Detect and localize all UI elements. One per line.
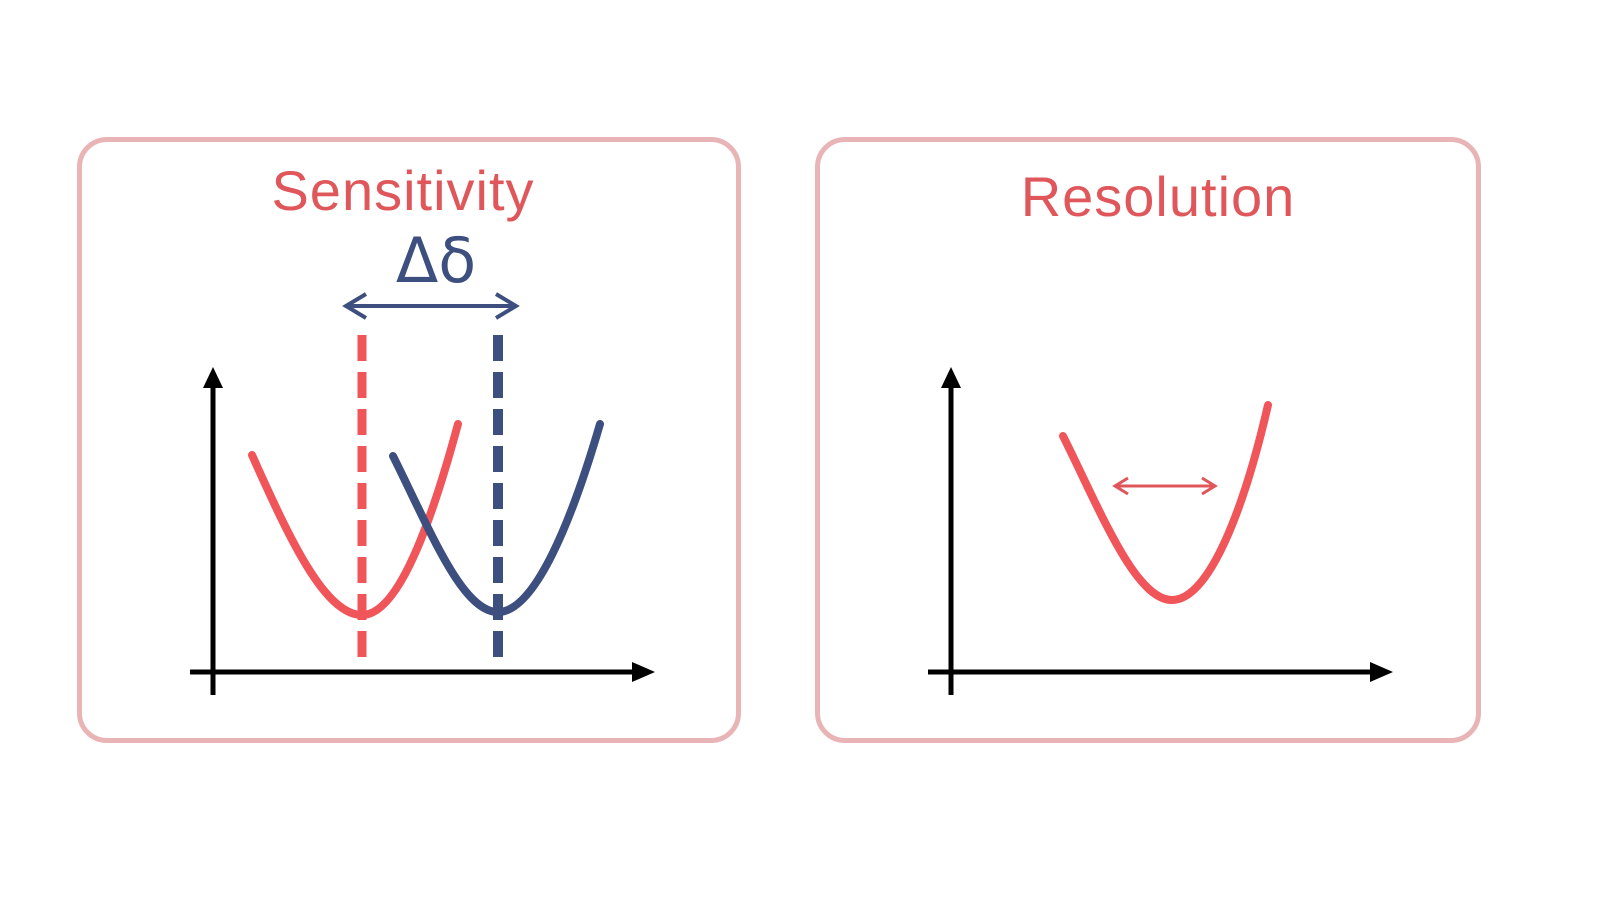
delta-shift-label: Δδ <box>396 224 476 297</box>
sensitivity-title: Sensitivity <box>271 159 535 222</box>
x-axis-arrowhead-icon <box>1370 662 1393 682</box>
resolution-panel: Resolution <box>815 137 1481 743</box>
linewidth-double-arrow-icon <box>1112 476 1218 496</box>
shift-double-arrow-icon <box>342 292 520 320</box>
x-axis-arrowhead-icon <box>632 662 655 682</box>
y-axis-arrowhead-icon <box>203 367 223 388</box>
resolution-red-curve <box>1059 401 1272 605</box>
sensitivity-axes <box>190 367 655 695</box>
resolution-axes <box>928 367 1393 695</box>
sensitivity-panel: Sensitivity <box>77 137 741 743</box>
resolution-title: Resolution <box>1020 165 1296 228</box>
y-axis-arrowhead-icon <box>941 367 961 388</box>
